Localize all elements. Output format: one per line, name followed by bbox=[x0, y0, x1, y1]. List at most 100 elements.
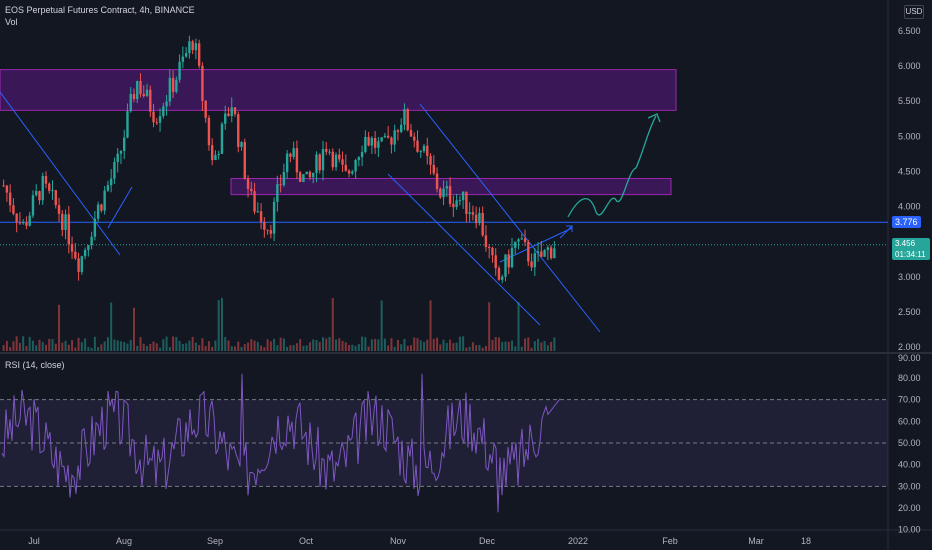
rsi-tick-label: 50.00 bbox=[898, 438, 921, 448]
candle-body bbox=[334, 154, 338, 168]
candle-body bbox=[432, 164, 435, 174]
candle-body bbox=[145, 89, 149, 97]
candle-body bbox=[106, 185, 110, 191]
candle-body bbox=[491, 247, 494, 256]
candle-body bbox=[263, 221, 266, 230]
candle-body bbox=[403, 109, 406, 125]
candle-body bbox=[100, 204, 103, 211]
candle-body bbox=[178, 61, 181, 80]
time-axis-label: Jul bbox=[28, 536, 40, 546]
volume-bar bbox=[465, 347, 468, 351]
candle-body bbox=[341, 159, 344, 165]
volume-bar bbox=[501, 341, 504, 351]
candle-body bbox=[406, 109, 409, 131]
time-axis-label: Feb bbox=[662, 536, 678, 546]
currency-button[interactable]: USD bbox=[904, 5, 924, 19]
candle-body bbox=[331, 151, 334, 168]
rsi-label[interactable]: RSI (14, close) bbox=[5, 360, 65, 370]
candle-body bbox=[57, 205, 61, 214]
candle-body bbox=[448, 186, 452, 204]
volume-bar bbox=[237, 341, 240, 351]
candle-body bbox=[142, 93, 145, 97]
volume-bar bbox=[341, 340, 344, 351]
volume-bar bbox=[155, 343, 158, 351]
candle-body bbox=[344, 164, 348, 171]
candle-body bbox=[360, 151, 364, 158]
volume-bar bbox=[214, 340, 217, 351]
volume-bar bbox=[367, 346, 370, 351]
volume-bar bbox=[250, 339, 253, 351]
candle-body bbox=[279, 184, 282, 186]
volume-bar bbox=[25, 346, 28, 351]
candle-body bbox=[269, 230, 273, 234]
volume-bar bbox=[31, 340, 34, 351]
volume-bar bbox=[175, 336, 178, 351]
volume-bar bbox=[530, 347, 533, 351]
candle-body bbox=[504, 254, 507, 277]
volume-bar bbox=[217, 299, 220, 351]
candle-body bbox=[422, 145, 426, 152]
candle-body bbox=[61, 213, 64, 231]
volume-bar bbox=[220, 297, 223, 351]
time-axis-label: Nov bbox=[390, 536, 407, 546]
candle-body bbox=[171, 77, 175, 92]
candle-body bbox=[292, 148, 295, 157]
candle-body bbox=[373, 138, 377, 148]
volume-bar bbox=[2, 345, 5, 351]
volume-bar bbox=[110, 302, 113, 351]
volume-bar bbox=[139, 337, 142, 351]
candle-body bbox=[204, 100, 207, 118]
candle-body bbox=[168, 77, 172, 102]
volume-bar bbox=[168, 346, 171, 351]
candle-body bbox=[70, 244, 74, 252]
volume-bar bbox=[364, 337, 367, 351]
volume-bar bbox=[550, 341, 553, 351]
volume-bar bbox=[299, 339, 302, 351]
candle-body bbox=[315, 154, 318, 173]
volume-bar bbox=[494, 337, 497, 351]
volume-bar bbox=[429, 300, 432, 351]
candle-body bbox=[471, 212, 475, 215]
volume-bar bbox=[504, 341, 507, 351]
candle-body bbox=[233, 107, 237, 115]
candle-body bbox=[419, 151, 422, 153]
time-axis-label: Aug bbox=[116, 536, 132, 546]
volume-bar bbox=[537, 338, 540, 351]
volume-bar bbox=[497, 337, 500, 351]
volume-bar bbox=[406, 345, 409, 351]
volume-bar bbox=[77, 337, 80, 351]
candle-body bbox=[517, 239, 520, 242]
candle-body bbox=[468, 212, 471, 214]
volume-bar bbox=[484, 345, 487, 351]
volume-bar bbox=[178, 340, 181, 351]
candle-body bbox=[507, 254, 510, 268]
volume-bar bbox=[149, 344, 152, 351]
candle-body bbox=[494, 255, 497, 269]
candle-body bbox=[364, 136, 367, 152]
candle-body bbox=[77, 258, 80, 272]
volume-bar bbox=[282, 338, 285, 351]
candle-body bbox=[149, 89, 152, 112]
volume-bar bbox=[439, 344, 442, 351]
volume-bar bbox=[520, 346, 523, 351]
symbol-title[interactable]: EOS Perpetual Futures Contract, 4h, BINA… bbox=[5, 5, 195, 15]
volume-bar bbox=[426, 339, 429, 351]
volume-bar bbox=[279, 337, 282, 351]
volume-bar bbox=[491, 339, 494, 351]
candle-body bbox=[87, 245, 90, 250]
volume-bar bbox=[403, 338, 406, 351]
volume-bar bbox=[383, 338, 386, 351]
candle-body bbox=[175, 79, 178, 92]
volume-bar bbox=[348, 344, 351, 351]
candle-body bbox=[465, 191, 468, 214]
volume-bar bbox=[478, 345, 481, 351]
volume-bar bbox=[419, 340, 422, 351]
candle-body bbox=[162, 106, 165, 117]
volume-bar bbox=[51, 339, 54, 351]
volume-bar bbox=[377, 339, 380, 351]
volume-bar bbox=[38, 339, 41, 351]
volume-bar bbox=[142, 343, 145, 351]
volume-bar bbox=[123, 341, 126, 351]
candle-body bbox=[533, 253, 537, 268]
